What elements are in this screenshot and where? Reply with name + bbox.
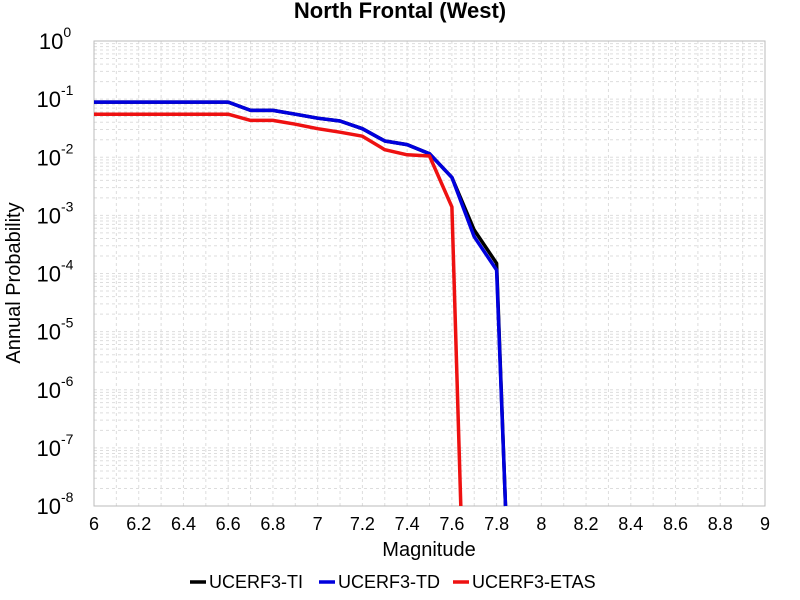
x-tick-label: 8.4 xyxy=(618,514,643,534)
y-tick-label: 10-1 xyxy=(37,82,74,112)
legend: UCERF3-TI UCERF3-TD UCERF3-ETAS xyxy=(190,572,596,592)
legend-label: UCERF3-ETAS xyxy=(472,572,596,592)
x-tick-label: 7.4 xyxy=(395,514,420,534)
y-tick-label: 10-2 xyxy=(37,140,74,170)
x-tick-label: 8 xyxy=(536,514,546,534)
y-tick-labels: 100 10-1 10-2 10-3 10-4 10-5 10-6 10-7 10-8 xyxy=(37,24,74,519)
x-tick-label: 6.4 xyxy=(171,514,196,534)
x-tick-label: 8.8 xyxy=(708,514,733,534)
x-tick-label: 8.2 xyxy=(574,514,599,534)
y-tick-label: 10-5 xyxy=(37,315,74,345)
x-tick-label: 8.6 xyxy=(663,514,688,534)
x-tick-labels: 6 6.2 6.4 6.6 6.8 7 7.2 7.4 7.6 7.8 8 8.2 8.4 8.6 8.8 9 xyxy=(89,514,770,534)
x-tick-label: 6 xyxy=(89,514,99,534)
x-tick-label: 6.2 xyxy=(126,514,151,534)
chart-title: North Frontal (West) xyxy=(294,0,506,23)
series-line-ucerf3-etas xyxy=(94,112,463,507)
y-tick-label: 10-6 xyxy=(37,373,74,403)
plot-frame xyxy=(93,40,766,507)
y-tick-label: 100 xyxy=(39,24,71,54)
x-tick-label: 7 xyxy=(313,514,323,534)
y-axis-label: Annual Probability xyxy=(3,202,25,363)
legend-label: UCERF3-TI xyxy=(209,572,303,592)
x-tick-label: 6.8 xyxy=(260,514,285,534)
x-tick-label: 9 xyxy=(760,514,770,534)
y-tick-label: 10-8 xyxy=(37,489,74,519)
x-tick-label: 6.6 xyxy=(216,514,241,534)
x-tick-label: 7.8 xyxy=(484,514,509,534)
x-axis-label: Magnitude xyxy=(382,539,475,561)
x-tick-label: 7.6 xyxy=(439,514,464,534)
y-tick-label: 10-7 xyxy=(37,431,74,461)
x-tick-label: 7.2 xyxy=(350,514,375,534)
y-tick-label: 10-3 xyxy=(37,198,74,228)
series-line-ucerf3-td xyxy=(94,100,508,507)
legend-label: UCERF3-TD xyxy=(338,572,440,592)
series-layer xyxy=(94,100,508,507)
y-tick-label: 10-4 xyxy=(37,257,74,287)
grid xyxy=(93,41,766,507)
